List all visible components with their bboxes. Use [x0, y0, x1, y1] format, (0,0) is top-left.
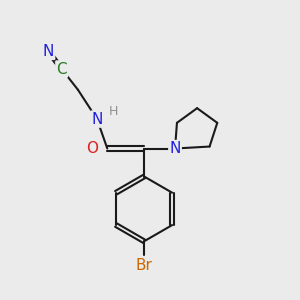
Text: H: H — [109, 105, 118, 118]
Text: Br: Br — [136, 258, 152, 273]
Text: O: O — [87, 141, 99, 156]
Text: N: N — [91, 112, 103, 127]
Text: N: N — [43, 44, 54, 59]
Text: C: C — [56, 61, 67, 76]
Text: N: N — [169, 141, 181, 156]
